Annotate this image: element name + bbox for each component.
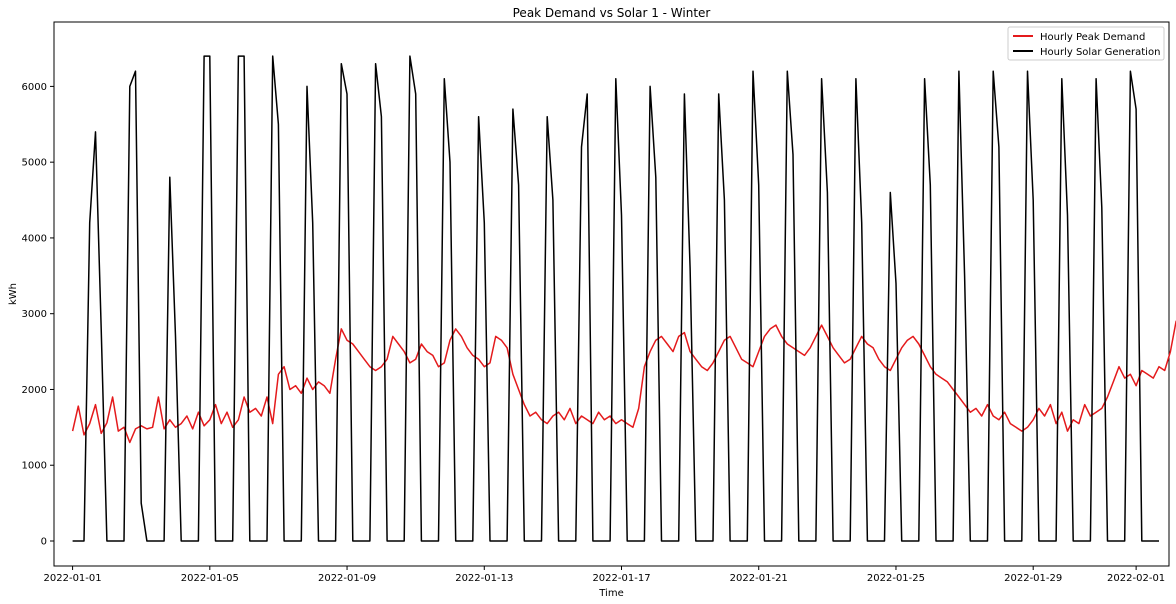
legend-label-solar-generation: Hourly Solar Generation: [1040, 47, 1160, 58]
x-tick-label: 2022-02-01: [1107, 573, 1165, 584]
y-tick-label: 0: [41, 536, 47, 547]
legend-label-peak-demand: Hourly Peak Demand: [1040, 32, 1145, 43]
legend: Hourly Peak Demand Hourly Solar Generati…: [1007, 26, 1165, 61]
y-tick-label: 5000: [22, 158, 47, 169]
y-tick-label: 6000: [22, 82, 47, 93]
y-axis-label: kWh: [8, 283, 19, 305]
x-tick-label: 2022-01-21: [730, 573, 788, 584]
x-axis: 2022-01-01 2022-01-05 2022-01-09 2022-01-13…: [44, 566, 1165, 584]
x-tick-label: 2022-01-09: [318, 573, 376, 584]
series-line-solar-generation: [72, 55, 1159, 542]
x-tick-label: 2022-01-05: [181, 573, 239, 584]
x-tick-label: 2022-01-17: [592, 573, 650, 584]
x-axis-label: Time: [598, 588, 623, 599]
y-tick-label: 4000: [22, 233, 47, 244]
chart-title: Peak Demand vs Solar 1 - Winter: [513, 6, 711, 20]
series-layer: [71, 55, 1176, 542]
x-tick-label: 2022-01-01: [44, 573, 102, 584]
y-tick-label: 1000: [22, 461, 47, 472]
x-tick-label: 2022-01-25: [867, 573, 925, 584]
y-tick-label: 2000: [22, 385, 47, 396]
legend-box: [1007, 26, 1165, 61]
x-tick-label: 2022-01-13: [455, 573, 513, 584]
x-tick-label: 2022-01-29: [1004, 573, 1062, 584]
y-tick-label: 3000: [22, 309, 47, 320]
y-axis: 0 1000 2000 3000 4000 5000 6000: [22, 82, 54, 547]
